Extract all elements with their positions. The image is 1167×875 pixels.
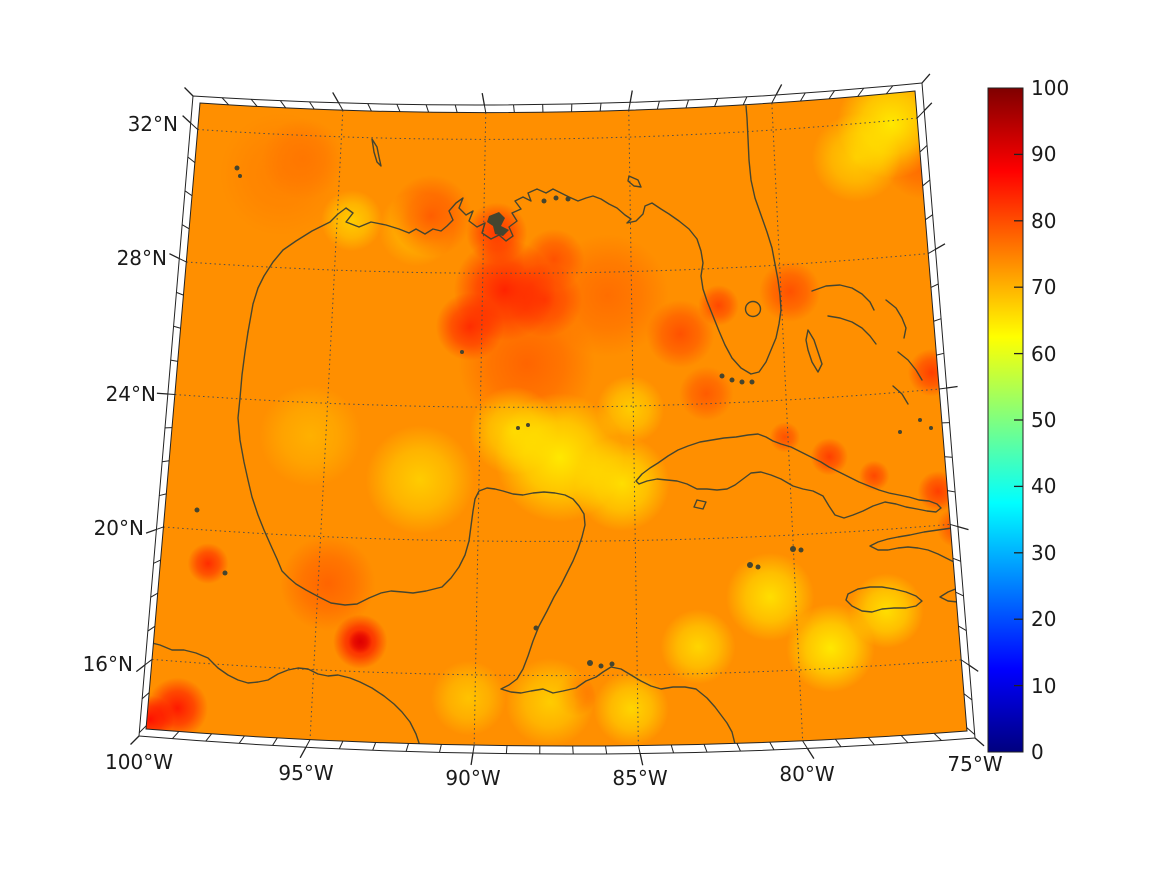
lat-label-28n: 28°N xyxy=(116,246,167,270)
cb-label-80: 80 xyxy=(1031,209,1057,233)
lat-label-16n: 16°N xyxy=(82,652,133,676)
coastlines xyxy=(146,105,967,747)
lon-label-100w: 100°W xyxy=(105,750,173,774)
colorbar xyxy=(987,87,1024,753)
cb-label-70: 70 xyxy=(1031,275,1057,299)
lon-label-80w: 80°W xyxy=(779,762,835,786)
cb-label-90: 90 xyxy=(1031,142,1057,166)
cb-label-10: 10 xyxy=(1031,674,1057,698)
cb-label-40: 40 xyxy=(1031,474,1057,498)
cb-label-0: 0 xyxy=(1031,740,1044,764)
lat-label-32n: 32°N xyxy=(127,112,178,136)
lon-label-90w: 90°W xyxy=(445,766,501,790)
lon-label-85w: 85°W xyxy=(612,766,668,790)
cb-label-60: 60 xyxy=(1031,342,1057,366)
heatmap-field xyxy=(146,91,967,747)
graticule xyxy=(151,102,962,746)
lat-label-20n: 20°N xyxy=(93,516,144,540)
map-frame xyxy=(130,73,985,766)
lon-label-95w: 95°W xyxy=(278,761,334,785)
lat-label-24n: 24°N xyxy=(105,382,156,406)
cb-label-20: 20 xyxy=(1031,607,1057,631)
cb-label-30: 30 xyxy=(1031,541,1057,565)
cb-label-100: 100 xyxy=(1031,76,1070,100)
cb-label-50: 50 xyxy=(1031,408,1057,432)
lon-label-75w: 75°W xyxy=(947,752,1003,776)
